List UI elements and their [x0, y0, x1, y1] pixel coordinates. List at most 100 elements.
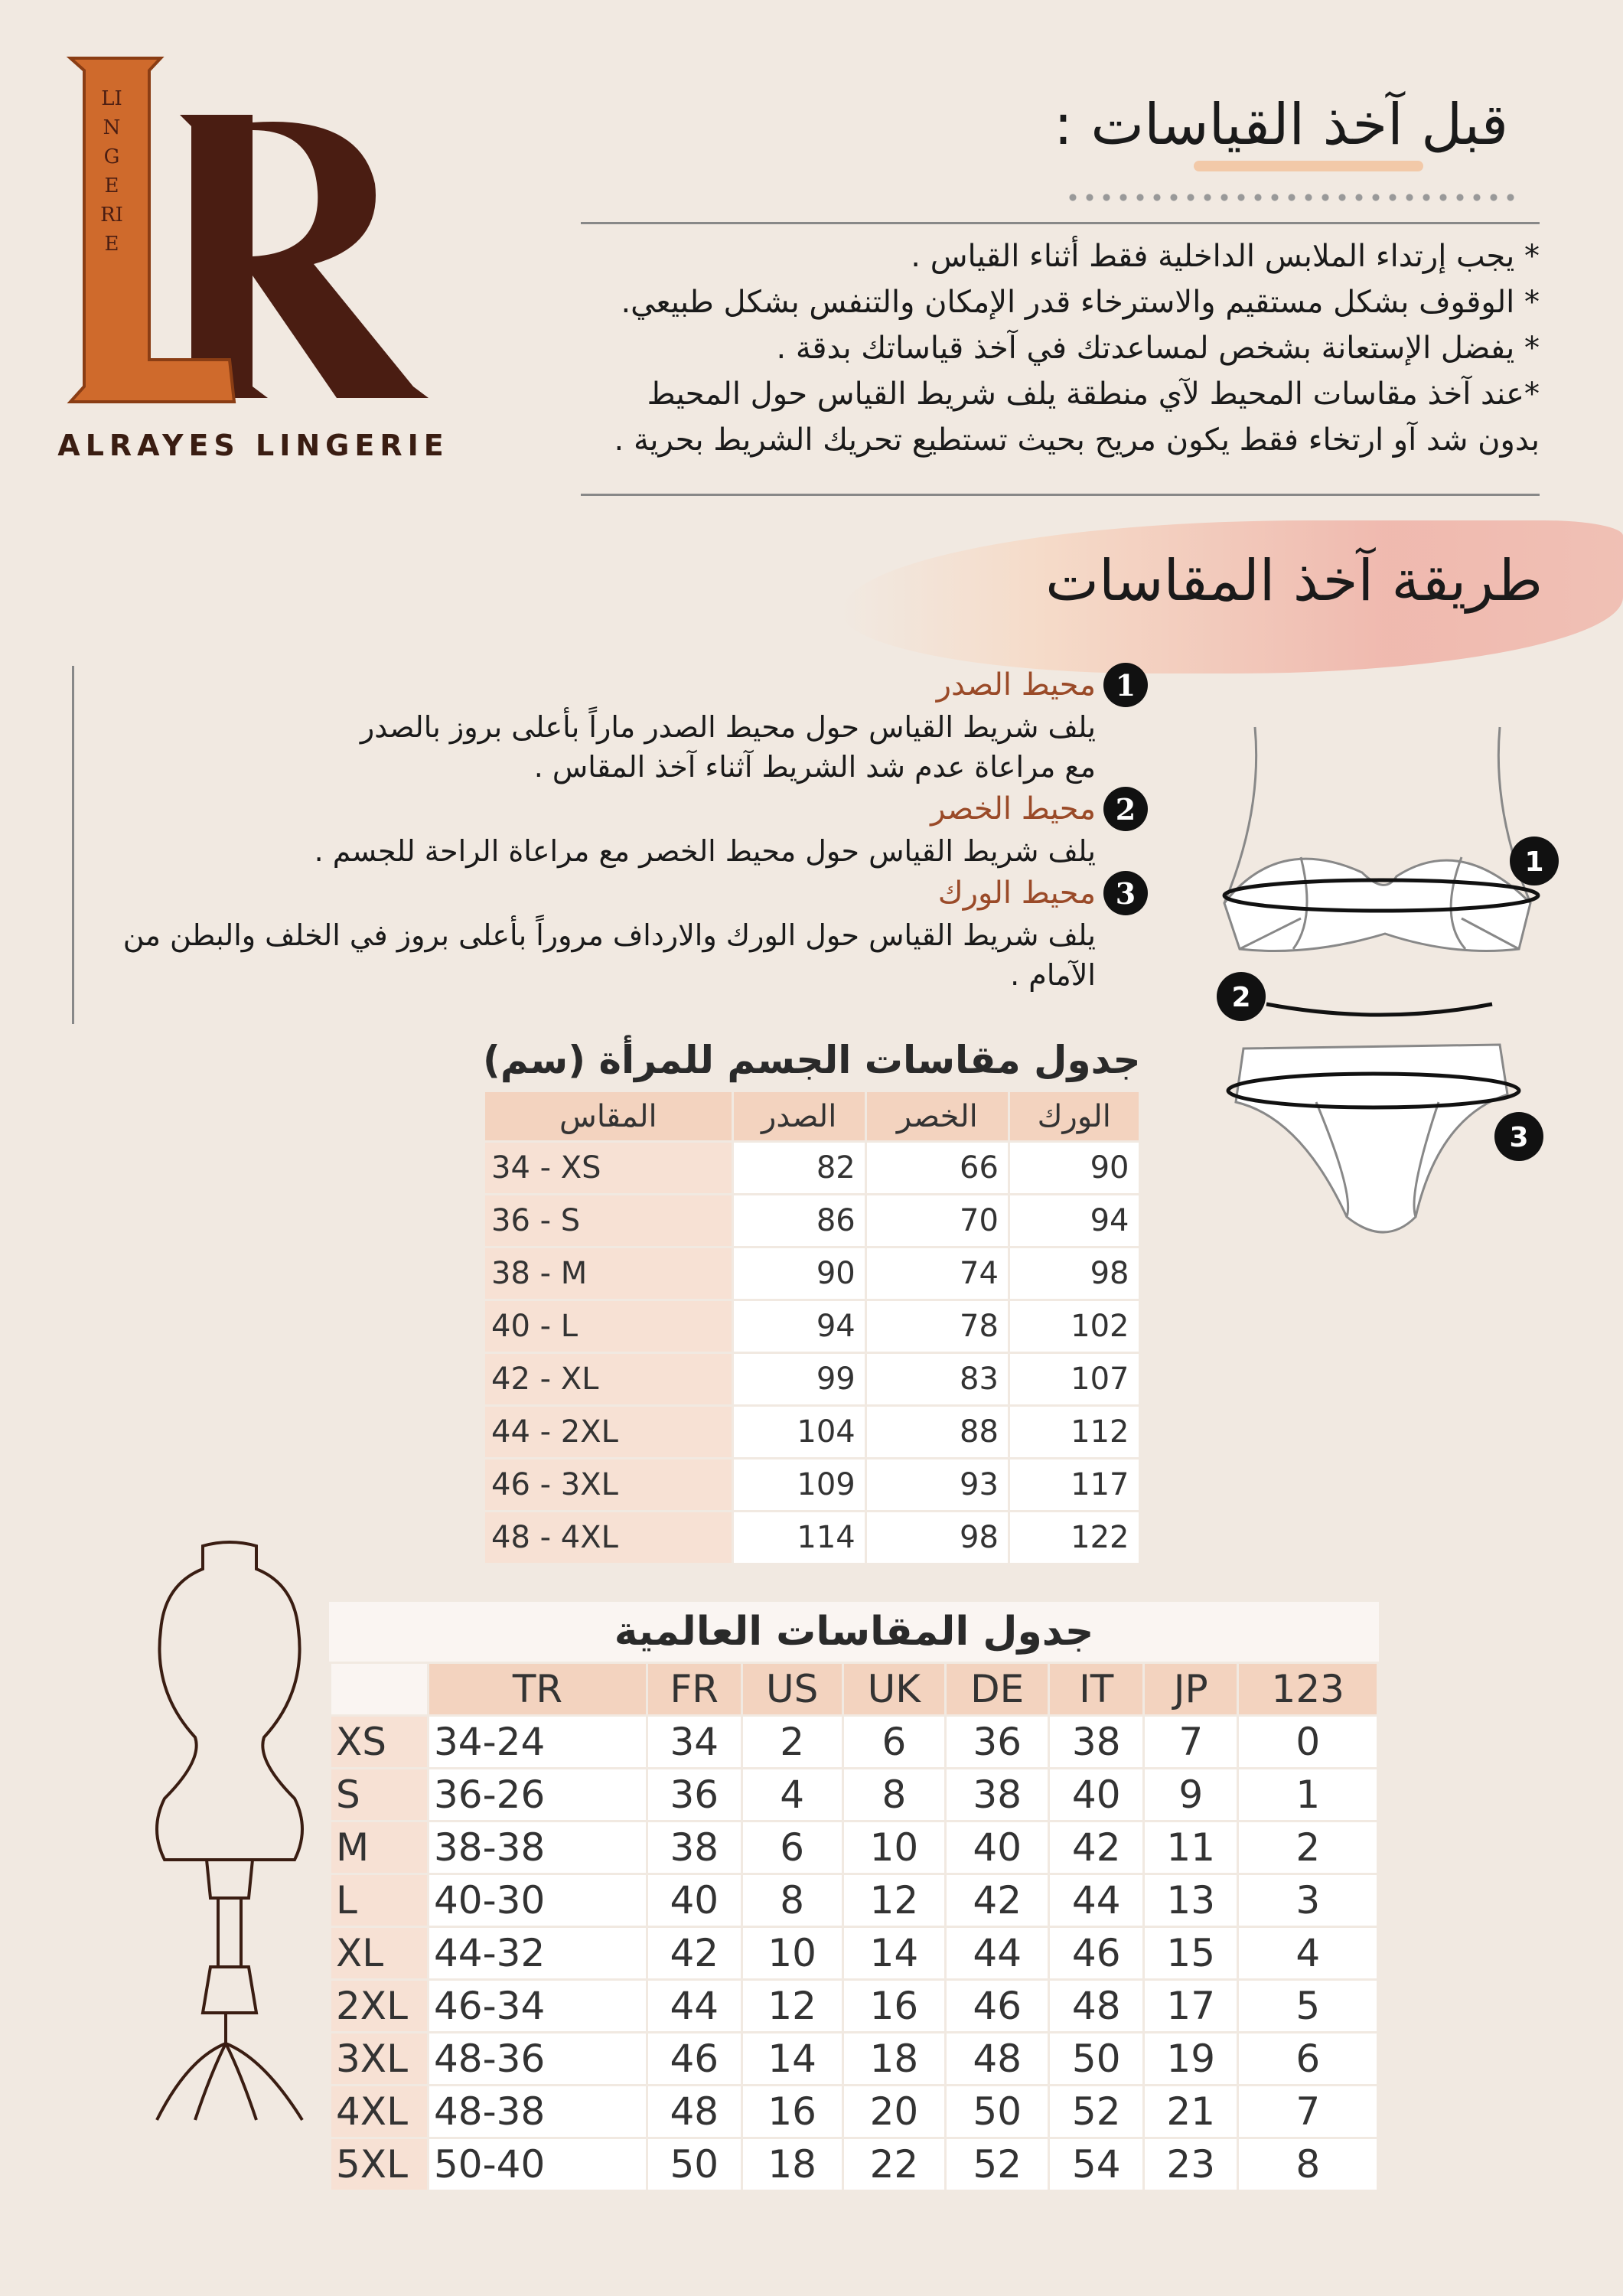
table-cell: 48 — [943, 2031, 1051, 2086]
number-3-icon: 3 — [1103, 871, 1148, 915]
table-cell: 36 — [646, 1767, 743, 1822]
table-row: 3XL 48-36 46 14 18 48 50 19 6 — [329, 2031, 1379, 2086]
header-tr: TR — [426, 1662, 649, 1717]
table-row: S 36-26 36 4 8 38 40 9 1 — [329, 1767, 1379, 1822]
header-it: IT — [1048, 1662, 1145, 1717]
table-cell: 42 — [646, 1926, 743, 1981]
size-label-cell: 40 - L — [483, 1299, 734, 1354]
table-cell: 7 — [1237, 2084, 1379, 2139]
header-size: المقاس — [483, 1090, 734, 1143]
table-cell: 44-32 — [426, 1926, 649, 1981]
table-cell: 6 — [1237, 2031, 1379, 2086]
table-cell: 23 — [1142, 2137, 1240, 2192]
table-cell: 50 — [943, 2084, 1051, 2139]
logo-monogram-lr — [66, 57, 429, 403]
body-table-title: جدول مقاسات الجسم للمرأة (سم) — [483, 1038, 1141, 1082]
size-label-cell: 3XL — [329, 2031, 429, 2086]
table-cell: 50 — [1048, 2031, 1145, 2086]
bullet: * الوقوف بشكل مستقيم والاسترخاء قدر الإم… — [621, 285, 1540, 320]
table-cell: 6 — [740, 1820, 844, 1875]
table-cell: 15 — [1142, 1926, 1240, 1981]
table-cell: 46 — [943, 1978, 1051, 2033]
size-label-cell: 36 - S — [483, 1193, 734, 1248]
table-cell: 2 — [740, 1714, 844, 1769]
table-cell: 44 — [1048, 1873, 1145, 1928]
table-row: L 40-30 40 8 12 42 44 13 3 — [329, 1873, 1379, 1928]
table-cell: 1 — [1237, 1767, 1379, 1822]
waist-heading: محيط الخصر — [930, 791, 1096, 827]
table-cell: 94 — [731, 1299, 867, 1354]
table-cell: 98 — [864, 1510, 1010, 1565]
table-cell: 42 — [1048, 1820, 1145, 1875]
table-cell: 38-38 — [426, 1820, 649, 1875]
table-cell: 78 — [864, 1299, 1010, 1354]
size-label-cell: 5XL — [329, 2137, 429, 2192]
table-cell: 0 — [1237, 1714, 1379, 1769]
diagram-label: 1 — [1524, 846, 1543, 878]
table-row: 36 - S 86 70 94 — [483, 1193, 1141, 1248]
table-cell: 8 — [841, 1767, 947, 1822]
method-title: طريقة آخذ المقاسات — [1045, 548, 1543, 614]
table-cell: 10 — [841, 1820, 947, 1875]
table-cell: 48 — [646, 2084, 743, 2139]
table-cell: 42 — [943, 1873, 1051, 1928]
diagram-number-icons: 1 2 3 — [1217, 837, 1559, 1161]
table-cell: 5 — [1237, 1978, 1379, 2033]
table-cell: 48-38 — [426, 2084, 649, 2139]
divider-top — [581, 222, 1540, 224]
table-cell: 19 — [1142, 2031, 1240, 2086]
table-cell: 3 — [1237, 1873, 1379, 1928]
table-cell: 93 — [864, 1457, 1010, 1512]
size-label-cell: 4XL — [329, 2084, 429, 2139]
table-cell: 40 — [646, 1873, 743, 1928]
diagram-label: 3 — [1509, 1122, 1528, 1153]
table-cell: 40-30 — [426, 1873, 649, 1928]
header-waist: الخصر — [864, 1090, 1010, 1143]
table-cell: 90 — [1007, 1140, 1141, 1195]
table-cell: 50 — [646, 2137, 743, 2192]
table-cell: 8 — [1237, 2137, 1379, 2192]
table-cell: 54 — [1048, 2137, 1145, 2192]
divider-bottom — [581, 494, 1540, 496]
size-label-cell: 42 - XL — [483, 1352, 734, 1407]
size-label-cell: S — [329, 1767, 429, 1822]
hip-instructions: محيط الورك يلف شريط القياس حول الورك وال… — [84, 871, 1096, 995]
table-cell: 44 — [646, 1978, 743, 2033]
table-cell: 38 — [943, 1767, 1051, 1822]
table-cell: 7 — [1142, 1714, 1240, 1769]
header-chest: الصدر — [731, 1090, 867, 1143]
table-cell: 36-26 — [426, 1767, 649, 1822]
bullet: * يجب إرتداء الملابس الداخلية فقط أثناء … — [911, 239, 1540, 274]
table-cell: 9 — [1142, 1767, 1240, 1822]
table-cell: 46-34 — [426, 1978, 649, 2033]
bullet: * يفضل الإستعانة بشخص لمساعدتك في آخذ قي… — [776, 331, 1540, 366]
international-size-table: جدول المقاسات العالمية TR FR US UK DE IT… — [329, 1602, 1379, 2192]
bullet: بدون شد آو ارتخاء فقط يكون مريح بحيث تست… — [614, 422, 1540, 458]
table-cell: 36 — [943, 1714, 1051, 1769]
table-row: 42 - XL 99 83 107 — [483, 1352, 1141, 1407]
table-cell: 40 — [943, 1820, 1051, 1875]
title-underline-brush — [1194, 161, 1423, 171]
table-row: 2XL 46-34 44 12 16 46 48 17 5 — [329, 1978, 1379, 2033]
table-cell: 38 — [1048, 1714, 1145, 1769]
size-label-cell: 46 - 3XL — [483, 1457, 734, 1512]
number-2-icon: 2 — [1103, 787, 1148, 831]
table-cell: 18 — [740, 2137, 844, 2192]
table-cell: 94 — [1007, 1193, 1141, 1248]
table-cell: 34-24 — [426, 1714, 649, 1769]
table-cell: 88 — [864, 1404, 1010, 1459]
size-label-cell: 38 - M — [483, 1246, 734, 1301]
table-cell: 52 — [943, 2137, 1051, 2192]
table-row: 46 - 3XL 109 93 117 — [483, 1457, 1141, 1512]
table-row: 48 - 4XL 114 98 122 — [483, 1510, 1141, 1565]
mannequin-illustration — [155, 1541, 304, 2122]
table-cell: 16 — [740, 2084, 844, 2139]
table-cell: 102 — [1007, 1299, 1141, 1354]
table-cell: 50-40 — [426, 2137, 649, 2192]
logo-vertical-text: LINGERIE — [100, 87, 123, 256]
table-cell: 2 — [1237, 1820, 1379, 1875]
table-cell: 83 — [864, 1352, 1010, 1407]
table-cell: 6 — [841, 1714, 947, 1769]
hip-heading: محيط الورك — [937, 876, 1096, 911]
table-cell: 104 — [731, 1404, 867, 1459]
